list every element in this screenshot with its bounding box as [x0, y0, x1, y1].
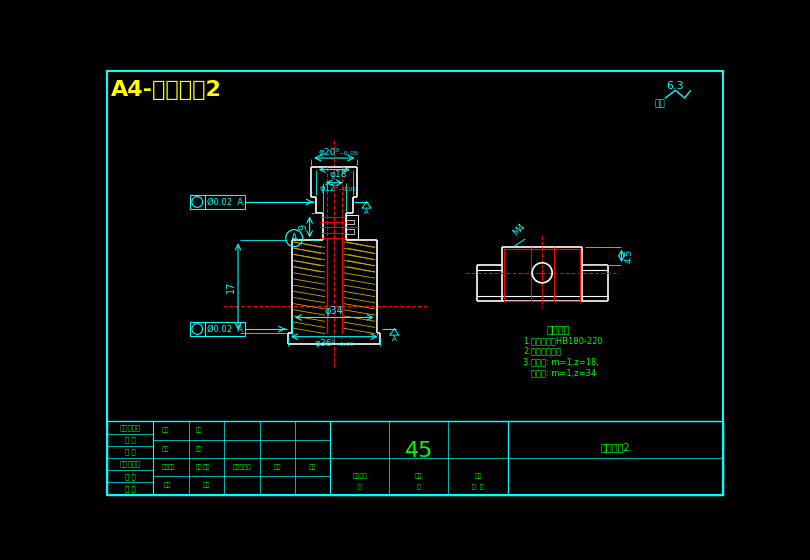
Text: 工艺: 工艺 [162, 464, 169, 470]
Text: 设计: 设计 [162, 428, 169, 433]
Text: Ø0.02  A: Ø0.02 A [207, 324, 243, 334]
Text: 第  页: 第 页 [472, 484, 484, 490]
Text: 页: 页 [417, 484, 421, 490]
Text: 工艺: 工艺 [164, 483, 171, 488]
Text: 标记: 标记 [202, 464, 211, 470]
Text: 1.热处理硬度HB180-220: 1.热处理硬度HB180-220 [523, 336, 603, 345]
Text: 日期图标号: 日期图标号 [120, 461, 141, 468]
Text: 大齿轮: m=1,z=34: 大齿轮: m=1,z=34 [523, 368, 596, 377]
Text: A4-双联齿轮2: A4-双联齿轮2 [111, 80, 222, 100]
Text: φ12⁰₋₀.₀₅: φ12⁰₋₀.₀₅ [320, 184, 356, 193]
Text: 阶段: 阶段 [168, 464, 175, 470]
Text: 技术要求: 技术要求 [546, 324, 569, 334]
Text: 其余: 其余 [654, 100, 665, 109]
Text: 日 期: 日 期 [125, 485, 135, 492]
Bar [330, 421, 508, 494]
Text: 日期: 日期 [202, 483, 211, 488]
Text: φ18: φ18 [330, 170, 347, 179]
Text: 审核: 审核 [196, 446, 202, 451]
Text: 3.小齿轮: m=1,z=18,: 3.小齿轮: m=1,z=18, [523, 358, 599, 367]
Text: 未: 未 [358, 484, 362, 490]
Text: 17: 17 [226, 281, 236, 293]
Text: M4: M4 [511, 222, 527, 237]
Text: φ34: φ34 [325, 306, 343, 316]
Text: 关件: 关件 [196, 428, 202, 433]
Bar [107, 421, 723, 494]
Text: 校核: 校核 [162, 446, 169, 451]
Text: A: A [392, 336, 397, 342]
Text: 稿图明细栏: 稿图明细栏 [120, 424, 141, 431]
Text: 9: 9 [298, 224, 309, 230]
Bar [346, 220, 353, 224]
Text: 签 字: 签 字 [125, 473, 135, 479]
Text: 比例: 比例 [475, 473, 482, 479]
Text: 重量: 重量 [416, 473, 423, 479]
Bar [346, 215, 358, 239]
Text: 组件总称: 组件总称 [352, 473, 368, 479]
Bar [346, 229, 353, 234]
Text: 工艺: 工艺 [196, 464, 202, 470]
Text: Ø0.02  A: Ø0.02 A [207, 198, 243, 207]
Bar [190, 322, 245, 336]
Text: 双联齿轮2: 双联齿轮2 [600, 442, 630, 452]
Text: 查 阅: 查 阅 [125, 436, 135, 443]
Text: A: A [364, 209, 369, 215]
Text: 校 准: 校 准 [125, 449, 135, 455]
Text: 更改文件号: 更改文件号 [232, 464, 251, 470]
Text: A: A [291, 233, 297, 243]
Text: 签字: 签字 [274, 464, 281, 470]
Text: 6.3: 6.3 [667, 81, 684, 91]
Bar [508, 421, 723, 494]
Text: 2.齿面发黑处理: 2.齿面发黑处理 [523, 347, 561, 356]
Text: 45: 45 [405, 441, 433, 461]
Text: 日期: 日期 [309, 464, 317, 470]
Bar [505, 249, 580, 301]
Text: φ20⁰₋₀.₀₅: φ20⁰₋₀.₀₅ [318, 148, 358, 157]
Text: 4.5: 4.5 [625, 249, 633, 263]
Text: φ36⁰₋₀.₀₅: φ36⁰₋₀.₀₅ [314, 339, 354, 348]
Bar [190, 195, 245, 209]
